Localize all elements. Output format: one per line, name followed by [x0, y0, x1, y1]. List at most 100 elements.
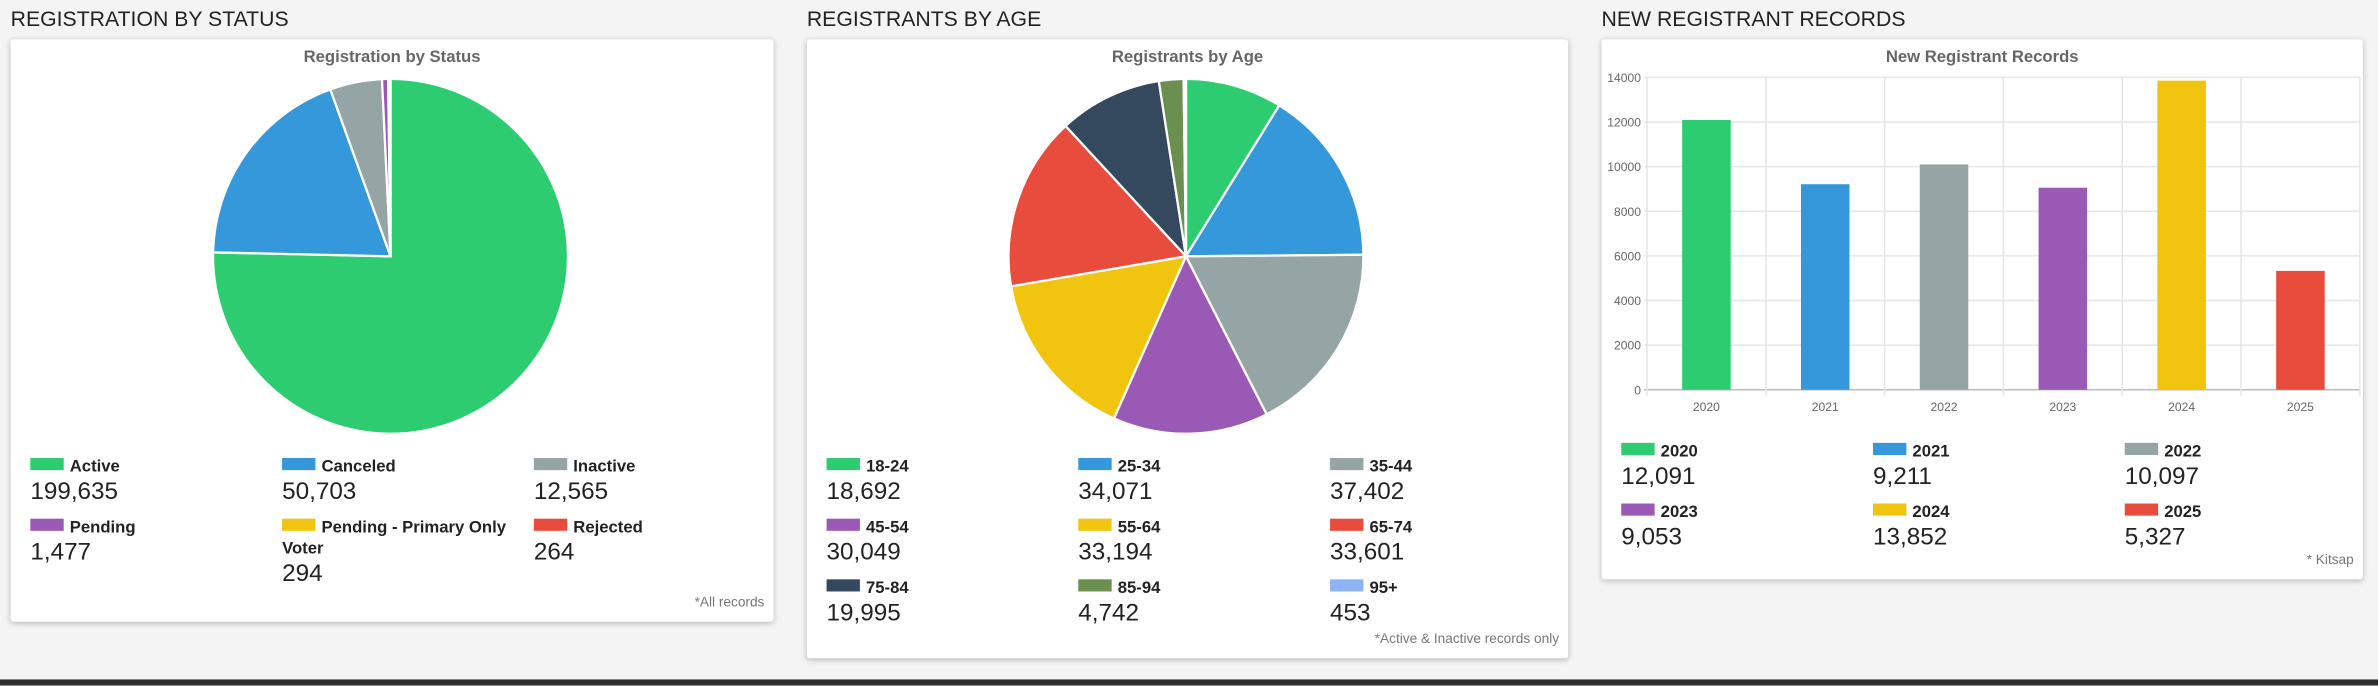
legend-value: 33,194	[1078, 539, 1153, 566]
legend-item: 75-84 19,995	[826, 578, 1054, 639]
legend-value: 30,049	[826, 539, 901, 566]
legend-swatch	[533, 458, 568, 471]
legend-item: 2020 12,091	[1621, 441, 1848, 502]
legend-swatch	[30, 458, 64, 471]
x-tick-label: 2021	[1812, 400, 1839, 414]
legend-value: 18,692	[826, 479, 901, 506]
footnote: * Kitsap	[2306, 552, 2354, 568]
legend-value: 12,565	[533, 479, 609, 506]
x-tick-label: 2025	[2287, 400, 2314, 414]
y-tick-label: 14000	[1607, 71, 1641, 85]
legend-label-row: Active	[30, 456, 257, 477]
bar	[1682, 119, 1731, 390]
bar	[2157, 80, 2206, 390]
chart-title: Registration by Status	[304, 47, 481, 66]
legend-label: 25-34	[1117, 458, 1161, 477]
legend-label-row: 45-54	[826, 517, 1054, 538]
section-heading: REGISTRATION BY STATUS	[10, 6, 289, 31]
legend-value: 13,852	[1873, 524, 1948, 551]
section-heading: REGISTRANTS BY AGE	[806, 6, 1042, 31]
legend-item: 18-24 18,692	[826, 456, 1054, 517]
legend-swatch	[1330, 518, 1364, 531]
y-tick-label: 0	[1634, 383, 1641, 397]
pie-slice	[1009, 254, 1188, 420]
footnote: *All records	[694, 594, 765, 610]
bar	[2276, 270, 2325, 390]
legend-label: 35-44	[1369, 458, 1413, 477]
legend-swatch	[2124, 442, 2159, 455]
legend-item: Inactive 12,565	[533, 456, 761, 517]
legend-label-row: 55-64	[1078, 517, 1305, 538]
chart-card: Registrants by Age 18-24 18,692 25-34 34,071…	[806, 39, 1569, 659]
legend-value: 34,071	[1078, 479, 1153, 506]
legend-label: Pending	[69, 518, 136, 537]
legend: 18-24 18,692 25-34 34,071 35-44 37,402 45-54 30…	[826, 456, 1582, 639]
legend-item: 85-94 4,742	[1078, 578, 1305, 639]
bottom-bar	[0, 679, 2378, 686]
legend-item: 35-44 37,402	[1330, 456, 1557, 517]
legend-label: 2023	[1660, 503, 1698, 522]
y-tick-label: 2000	[1614, 339, 1641, 353]
legend-item: Active 199,635	[30, 456, 257, 517]
legend-value: 453	[1330, 600, 1371, 627]
y-tick-label: 4000	[1614, 294, 1641, 308]
legend-label: Canceled	[321, 458, 396, 477]
legend-swatch	[533, 518, 568, 531]
legend-item: 2023 9,053	[1621, 502, 1848, 563]
chart: Registrants by Age	[1007, 47, 1365, 434]
legend-value: 33,601	[1330, 539, 1405, 566]
legend-label-row: Pending - Primary Only Voter	[282, 517, 509, 559]
legend-item: 2021 9,211	[1873, 441, 2100, 502]
legend-swatch	[30, 518, 64, 531]
legend-swatch	[1078, 579, 1112, 592]
legend-swatch	[282, 518, 316, 531]
legend-value: 12,091	[1621, 464, 1696, 490]
section-heading: NEW REGISTRANT RECORDS	[1601, 6, 1906, 31]
y-tick-label: 12000	[1607, 116, 1641, 130]
legend-value: 199,635	[30, 479, 119, 506]
legend-label: 2024	[1912, 503, 1950, 522]
x-tick-label: 2020	[1693, 400, 1720, 414]
legend-label: Inactive	[573, 458, 636, 477]
legend-label: 2021	[1912, 442, 1950, 462]
pie-slice	[388, 77, 392, 257]
legend-item: 55-64 33,194	[1078, 517, 1305, 578]
legend: Active 199,635 Canceled 50,703 Inactive 12,56…	[30, 456, 785, 589]
footnote: *Active & Inactive records only	[1374, 630, 1560, 647]
legend-swatch	[1330, 579, 1364, 592]
legend-item: 95+ 453	[1330, 578, 1557, 639]
legend-value: 1,477	[30, 539, 92, 566]
chart-title: Registrants by Age	[1112, 47, 1263, 66]
x-tick-label: 2022	[1931, 400, 1958, 414]
legend-swatch	[1621, 442, 1655, 455]
pie-slice	[211, 87, 393, 258]
legend-swatch	[2124, 503, 2159, 516]
legend-swatch	[826, 579, 860, 592]
legend-label-row: 2025	[2124, 502, 2352, 523]
legend-label: 2020	[1660, 442, 1698, 462]
legend-value: 50,703	[282, 479, 357, 506]
legend-label-row: 2023	[1621, 502, 1848, 523]
legend-value: 5,327	[2124, 524, 2186, 551]
chart: New Registrant Records 0 2000 4000 6000 8000 1…	[1607, 47, 2361, 414]
legend-item: 65-74 33,601	[1330, 517, 1557, 578]
legend-label: 85-94	[1117, 579, 1161, 598]
x-tick-label: 2023	[2049, 400, 2076, 414]
y-tick-label: 10000	[1607, 160, 1641, 174]
legend-label: 2025	[2164, 503, 2202, 522]
legend-value: 9,053	[1621, 524, 1682, 551]
legend-swatch	[1078, 518, 1112, 531]
legend: 2020 12,091 2021 9,211 2022 10,097 2023 9,053 20…	[1621, 441, 2376, 562]
chart-title: New Registrant Records	[1886, 47, 2079, 66]
legend-label-row: 2020	[1621, 441, 1848, 462]
legend-swatch	[1621, 503, 1655, 516]
legend-swatch	[282, 458, 316, 471]
legend-label-row: Pending	[30, 517, 257, 538]
legend-item: 45-54 30,049	[826, 517, 1054, 578]
legend-value: 4,742	[1078, 600, 1140, 627]
pie-slice	[1007, 124, 1189, 288]
y-tick-label: 8000	[1614, 205, 1641, 219]
legend-swatch	[1078, 458, 1112, 471]
legend-swatch	[1330, 458, 1364, 471]
